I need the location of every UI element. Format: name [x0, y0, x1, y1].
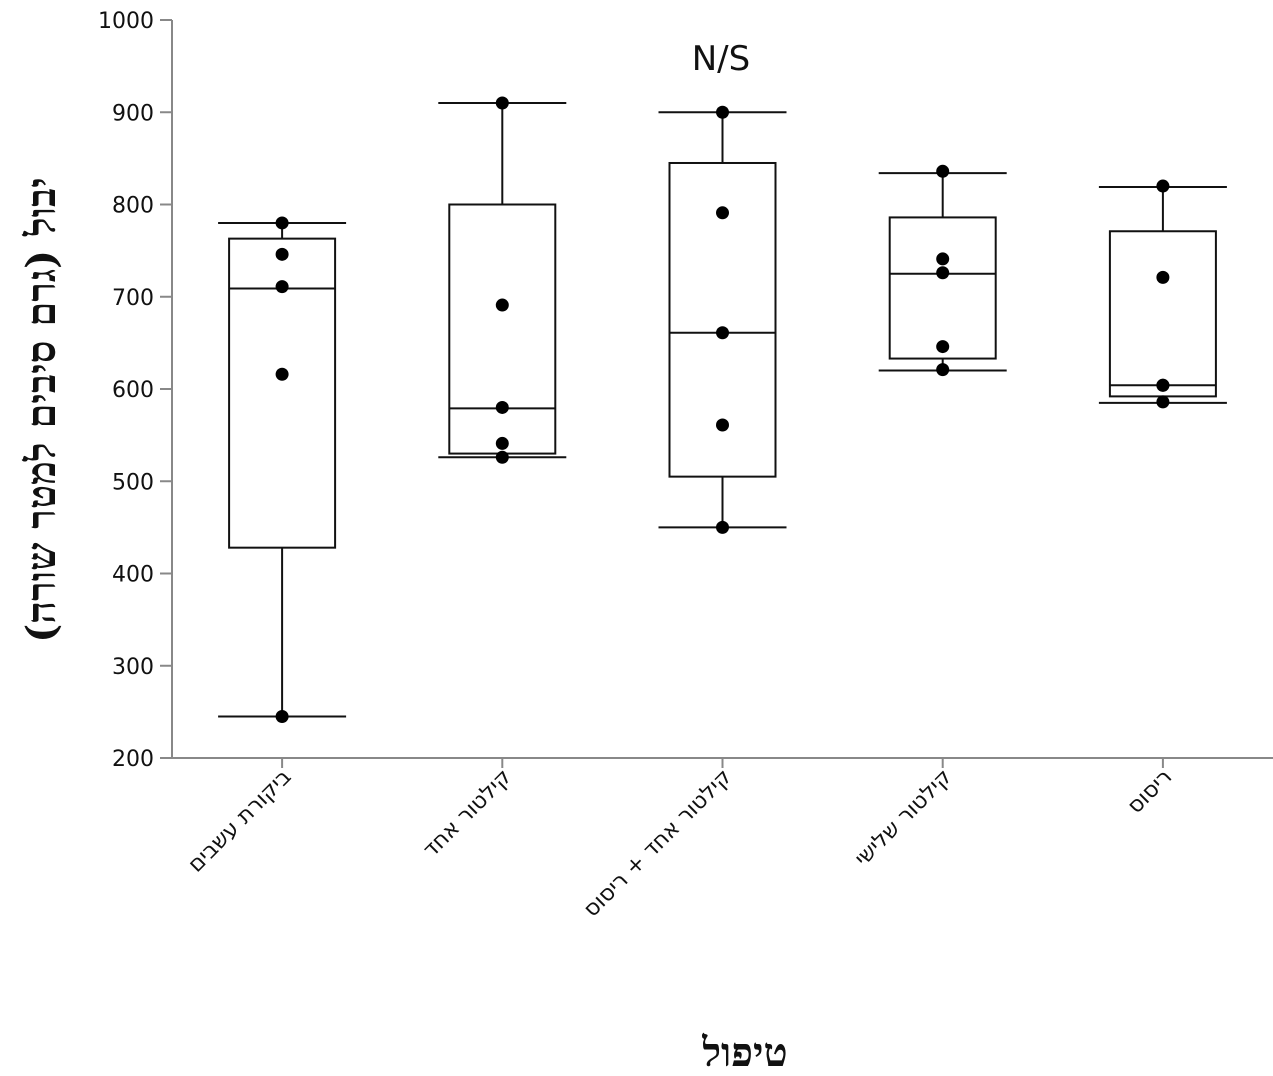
y-tick-label: 800: [112, 194, 154, 219]
data-point: [275, 280, 289, 294]
y-tick-label: 1000: [98, 9, 154, 34]
data-point: [716, 105, 729, 119]
iqr-box: [448, 203, 557, 455]
data-point: [936, 266, 950, 280]
data-points: [275, 96, 1170, 723]
data-point: [936, 252, 950, 266]
x-category-label: קילטור אחד: [418, 765, 516, 863]
data-point: [275, 709, 289, 723]
x-category-label: ריסוס: [1123, 765, 1177, 819]
y-tick-label: 200: [112, 747, 154, 772]
data-point: [1156, 395, 1170, 409]
y-tick-label: 900: [112, 101, 154, 126]
data-point: [716, 520, 729, 534]
data-point: [275, 367, 289, 381]
data-point: [495, 450, 509, 464]
data-point: [495, 298, 509, 312]
y-tick-label: 400: [112, 563, 154, 588]
axes: [160, 19, 1273, 768]
data-point: [1156, 378, 1170, 392]
y-tick-label: 600: [112, 378, 154, 403]
data-point: [1156, 270, 1170, 284]
data-point: [495, 96, 509, 110]
data-point: [275, 247, 289, 261]
y-tick-label: 500: [112, 470, 154, 495]
x-category-label: קילטור אחד + ריסוס: [579, 765, 737, 923]
y-axis-title: יבול (גרם סיבים למטר שורה): [18, 177, 65, 643]
data-point: [936, 363, 950, 377]
iqr-box: [888, 216, 997, 360]
y-tick-label: 700: [112, 286, 154, 311]
y-tick-label: 300: [112, 655, 154, 680]
data-point: [1156, 179, 1170, 193]
data-point: [936, 340, 950, 354]
data-point: [495, 436, 509, 450]
data-point: [275, 216, 289, 230]
data-point: [716, 206, 729, 220]
data-point: [716, 326, 729, 340]
significance-annotation: N/S: [692, 39, 750, 79]
x-axis-title: טיפול: [701, 1029, 787, 1076]
x-category-label: קילטור שלישי: [850, 765, 957, 872]
x-category-label: ביקורת עשבים: [183, 765, 296, 878]
boxes: [218, 102, 1227, 718]
data-point: [716, 418, 729, 432]
data-point: [495, 400, 509, 414]
data-point: [936, 164, 950, 178]
iqr-box: [1108, 230, 1217, 398]
